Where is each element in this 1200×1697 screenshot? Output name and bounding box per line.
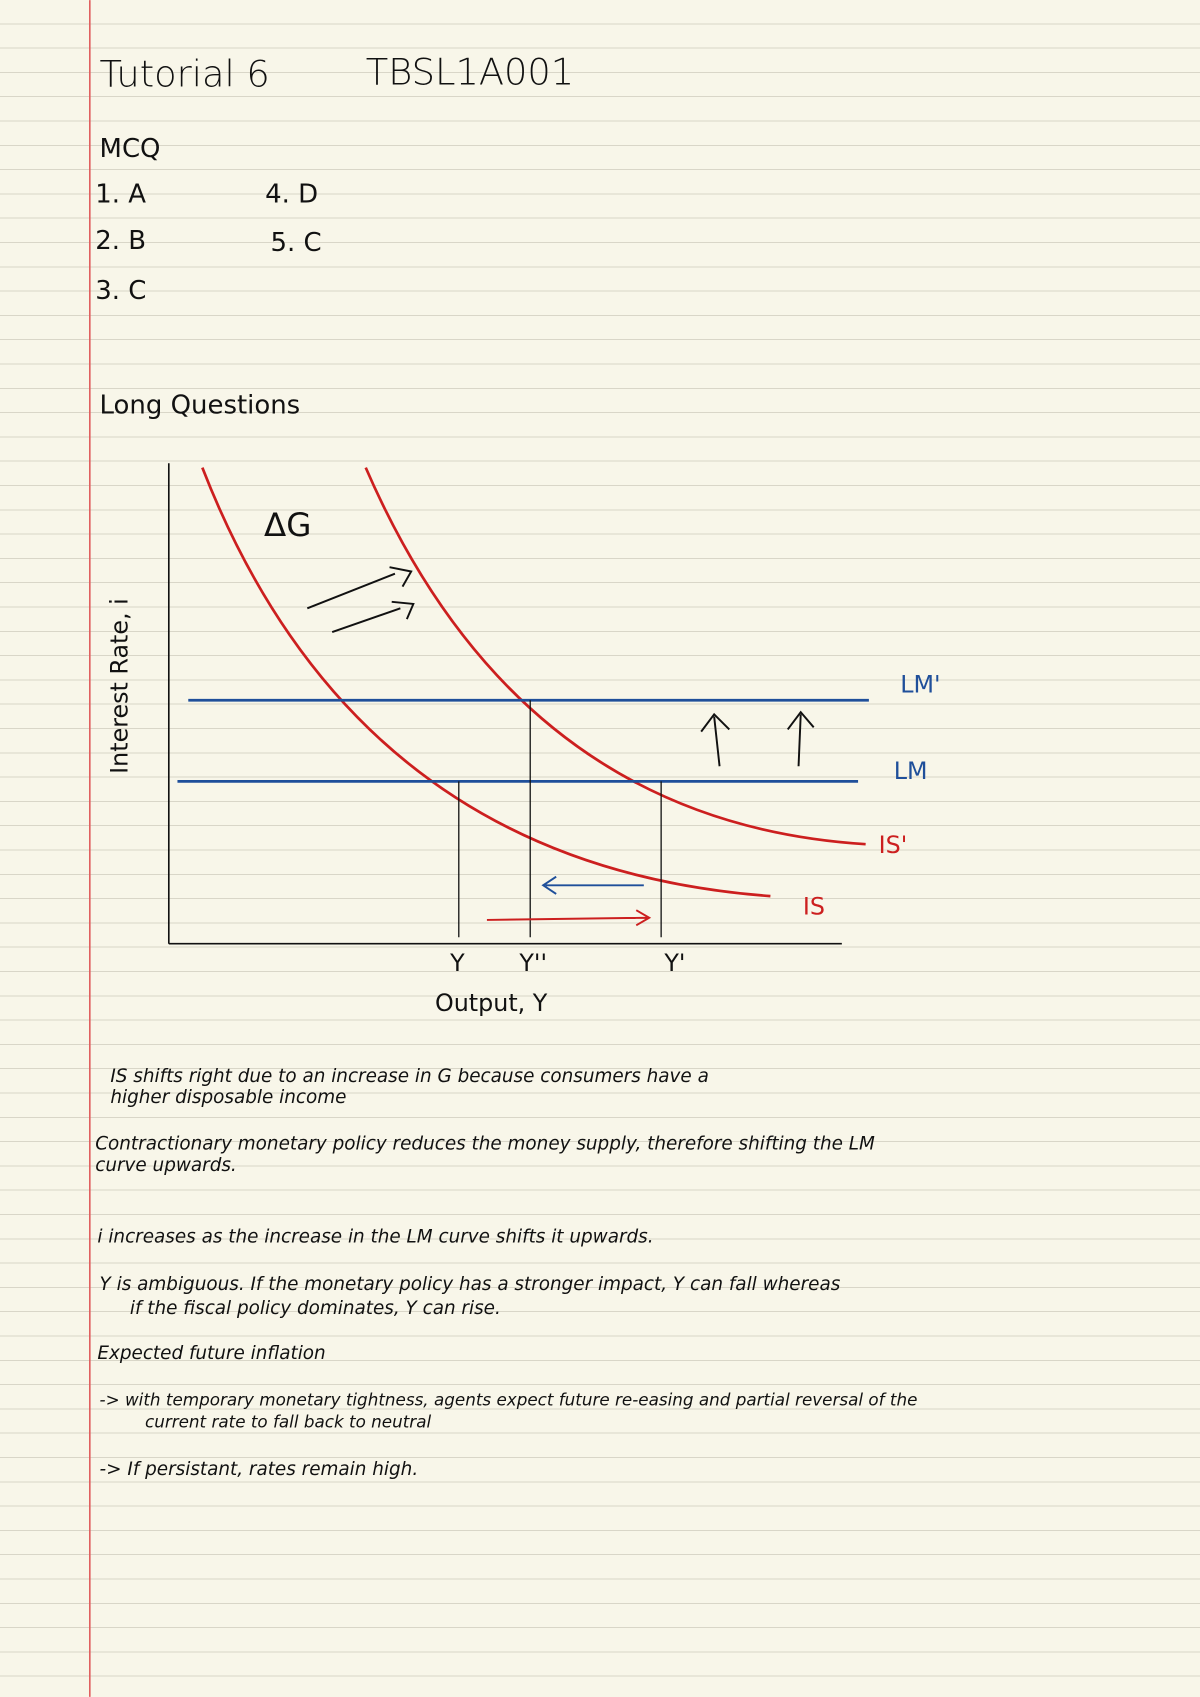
arrow: [486, 909, 652, 927]
mcq-answer: 2. B: [95, 226, 146, 256]
shift-label: ΔG: [264, 506, 311, 544]
arrow: [331, 600, 415, 634]
note-line: -> with temporary monetary tightness, ag…: [100, 1390, 918, 1410]
arrow: [700, 712, 730, 767]
note-line: current rate to fall back to neutral: [145, 1411, 431, 1431]
mcq-answer: 3. C: [95, 276, 146, 306]
shift-arrows: [306, 566, 815, 767]
x-point-label: Y'': [518, 949, 547, 977]
curve-label: LM: [894, 757, 928, 785]
long-questions-heading: Long Questions: [100, 391, 301, 421]
x-point-label: Y: [449, 949, 465, 977]
curve-label: LM': [900, 671, 940, 699]
arrow: [541, 875, 644, 895]
note-line: curve upwards.: [95, 1155, 237, 1176]
y-axis-label: Interest Rate, i: [106, 598, 134, 774]
x-point-label: Y': [663, 949, 685, 977]
note-line: if the fiscal policy dominates, Y can ri…: [130, 1298, 501, 1319]
note-line: IS shifts right due to an increase in G …: [110, 1066, 708, 1087]
title: Tutorial 6: [100, 53, 270, 96]
note-line: higher disposable income: [110, 1087, 346, 1108]
note-line: -> If persistant, rates remain high.: [100, 1459, 419, 1480]
mcq-answer: 5. C: [271, 228, 322, 258]
arrow: [306, 566, 413, 610]
curve-label: IS': [879, 831, 908, 859]
note-line: Expected future inflation: [97, 1343, 325, 1364]
note-line: Contractionary monetary policy reduces t…: [95, 1133, 875, 1154]
x-axis-label: Output, Y: [435, 989, 548, 1017]
mcq-heading: MCQ: [100, 134, 161, 164]
arrow: [786, 710, 815, 767]
note-line: Y is ambiguous. If the monetary policy h…: [100, 1274, 841, 1295]
curve-label: IS: [803, 893, 825, 921]
note-line: i increases as the increase in the LM cu…: [97, 1226, 653, 1247]
is-lm-diagram: Interest Rate, i Output, Y LM' LM IS' IS…: [106, 463, 941, 1017]
is-curve: [201, 467, 771, 898]
is-prime-curve: [364, 467, 866, 846]
mcq-answer: 4. D: [265, 180, 318, 210]
mcq-answer: 1. A: [95, 180, 146, 210]
course-code: TBSL1A001: [366, 51, 574, 94]
